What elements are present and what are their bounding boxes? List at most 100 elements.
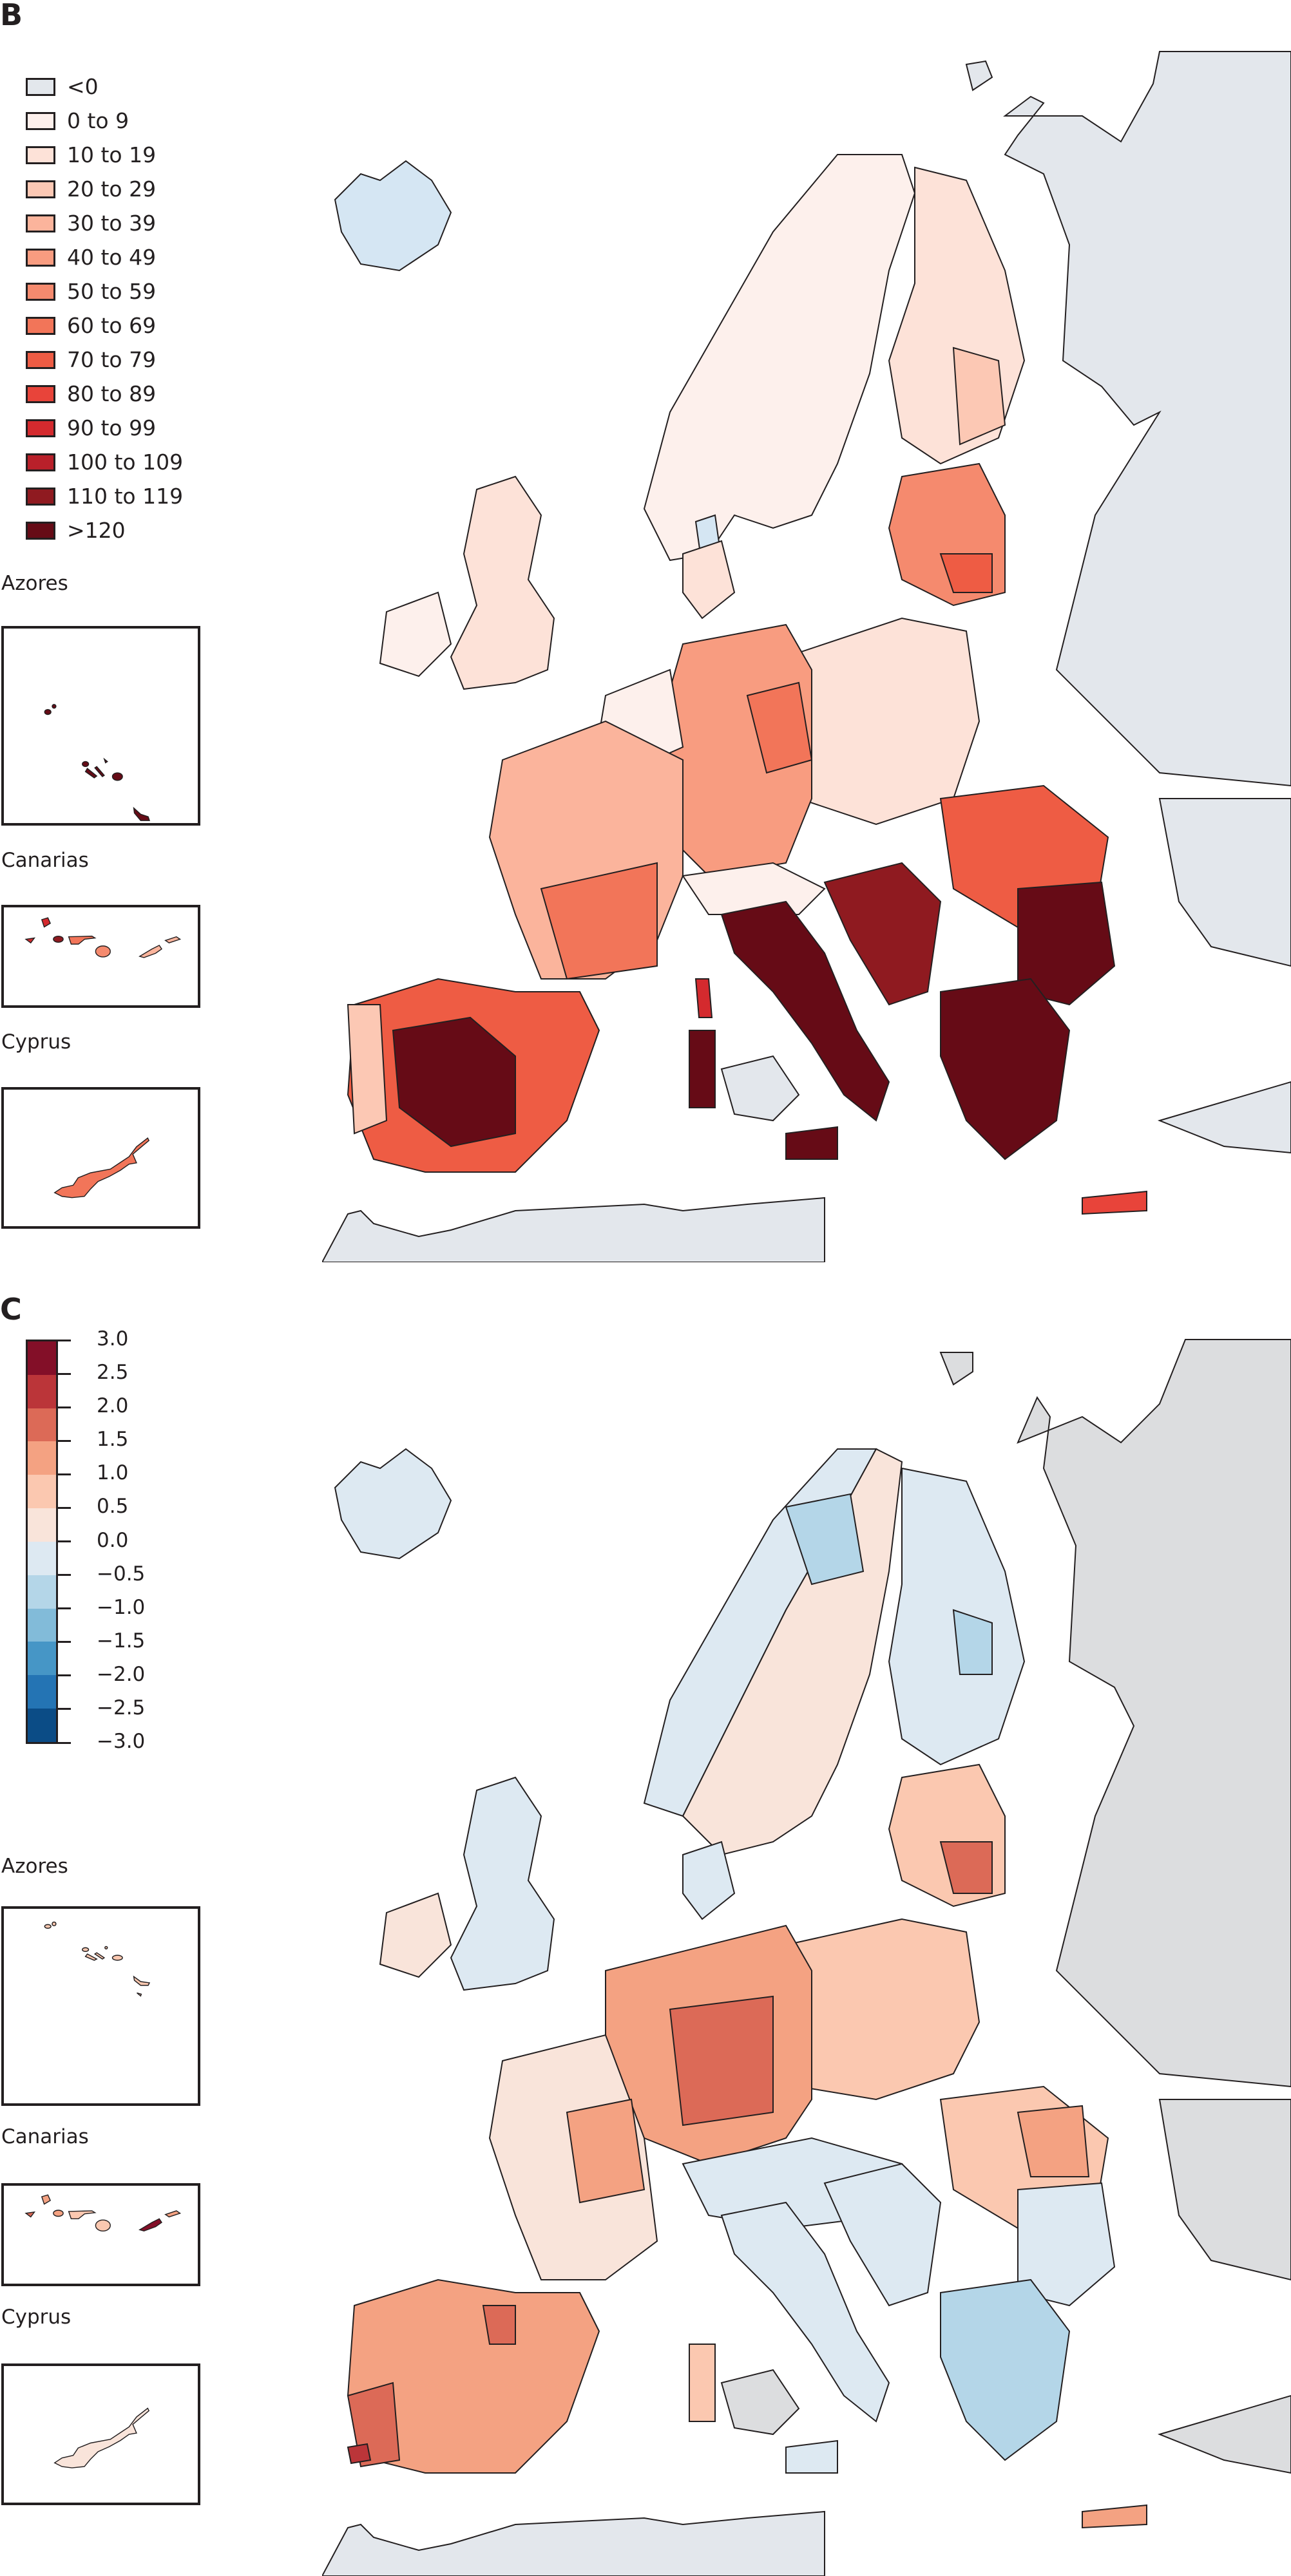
colorbar-tick-mark: [57, 1674, 71, 1677]
colorbar-segment: [28, 1441, 56, 1475]
colorbar-tick-mark: [57, 1540, 71, 1542]
legend-item: 80 to 89: [26, 377, 183, 411]
colorbar-segment: [28, 1709, 56, 1742]
panel-letter-b: B: [0, 0, 23, 32]
inset-cyprus-c: [1, 2363, 200, 2505]
canarias-islands-c: [24, 2194, 182, 2232]
colorbar-tick-label: 1.0: [97, 1461, 129, 1485]
legend-label: 30 to 39: [67, 211, 157, 236]
colorbar-tick-mark: [57, 1439, 71, 1442]
colorbar-tick-mark: [57, 1641, 71, 1643]
legend-swatch: [26, 77, 55, 96]
legend-label: 40 to 49: [67, 245, 157, 270]
colorbar-segment: [28, 1608, 56, 1642]
cyprus-island-b: [53, 1137, 150, 1198]
cyprus-island-c: [53, 2407, 150, 2468]
legend-item: 20 to 29: [26, 172, 183, 206]
europe-choropleth-c: [322, 1339, 1291, 2576]
colorbar-tick-label: 1.5: [97, 1428, 129, 1452]
inset-title-cyprus-b: Cyprus: [1, 1030, 72, 1054]
colorbar-tick-label: −1.5: [97, 1629, 146, 1653]
europe-choropleth-b: [322, 51, 1291, 1262]
colorbar-tick-mark: [57, 1406, 71, 1408]
inset-canarias-c: [1, 2183, 200, 2286]
legend-item: 70 to 79: [26, 343, 183, 377]
colorbar-tick-mark: [57, 1574, 71, 1577]
colorbar-tick-mark: [57, 1741, 71, 1744]
legend-label: 100 to 109: [67, 450, 184, 475]
colorbar-tick-label: 0.0: [97, 1528, 129, 1552]
colorbar-segment: [28, 1408, 56, 1442]
colorbar-segment: [28, 1475, 56, 1509]
colorbar-tick-label: −3.0: [97, 1730, 146, 1753]
inset-title-canarias-c: Canarias: [1, 2125, 89, 2148]
legend-item: 10 to 19: [26, 138, 183, 172]
inset-title-azores-b: Azores: [1, 572, 68, 595]
inset-cyprus-b: [1, 1087, 200, 1229]
map-c: [322, 1327, 1291, 2576]
legend-swatch: [26, 282, 55, 301]
legend-swatch: [26, 214, 55, 232]
legend-label: 60 to 69: [67, 313, 157, 338]
inset-azores-c: [1, 1906, 200, 2106]
legend-swatch: [26, 487, 55, 506]
inset-title-cyprus-c: Cyprus: [1, 2306, 72, 2329]
legend-swatch: [26, 180, 55, 198]
colorbar-tick-label: 2.0: [97, 1394, 129, 1418]
panel-c: C 3.0 2.5 2.0 1.5 1.0 0.5 0.0 −0.5 −1.0 −1.5 −2.0 −…: [0, 1294, 1291, 2576]
legend-label: 0 to 9: [67, 108, 129, 133]
panel-b: B <0 0 to 9 10 to 19 20 to 29 30 to 39 40 to …: [0, 0, 1291, 1262]
colorbar-ticks-c: 3.0 2.5 2.0 1.5 1.0 0.5 0.0 −0.5 −1.0 −1.5 −2.0 −2.…: [57, 1327, 145, 1753]
azores-islands-c: [44, 1921, 151, 1997]
colorbar-segment: [28, 1642, 56, 1676]
map-b: [322, 26, 1291, 1262]
legend-item: 0 to 9: [26, 104, 183, 138]
legend-item: <0: [26, 70, 183, 104]
colorbar-tick-mark: [57, 1506, 71, 1509]
legend-swatch: [26, 248, 55, 267]
legend-b: <0 0 to 9 10 to 19 20 to 29 30 to 39 40 to 49…: [26, 70, 183, 547]
legend-label: <0: [67, 74, 99, 99]
colorbar-segment: [28, 1541, 56, 1575]
legend-swatch: [26, 384, 55, 403]
legend-swatch: [26, 316, 55, 335]
legend-item: 90 to 99: [26, 411, 183, 445]
legend-item: >120: [26, 513, 183, 547]
legend-swatch: [26, 350, 55, 369]
colorbar-segment: [28, 1374, 56, 1408]
legend-item: 110 to 119: [26, 479, 183, 513]
colorbar-tick-mark: [57, 1607, 71, 1610]
legend-label: >120: [67, 518, 126, 543]
legend-label: 90 to 99: [67, 415, 157, 440]
azores-islands-b: [44, 704, 151, 821]
colorbar-segment: [28, 1675, 56, 1709]
legend-swatch: [26, 419, 55, 437]
legend-swatch: [26, 111, 55, 130]
colorbar-segment: [28, 1341, 56, 1375]
panel-letter-c: C: [0, 1292, 22, 1327]
colorbar-tick-label: −2.0: [97, 1662, 146, 1686]
colorbar-tick-label: −2.5: [97, 1696, 146, 1719]
legend-item: 50 to 59: [26, 274, 183, 308]
colorbar-tick-label: −1.0: [97, 1595, 146, 1619]
legend-item: 40 to 49: [26, 240, 183, 274]
legend-swatch: [26, 146, 55, 164]
inset-title-canarias-b: Canarias: [1, 849, 89, 872]
legend-item: 60 to 69: [26, 308, 183, 343]
colorbar-tick-mark: [57, 1372, 71, 1375]
legend-label: 50 to 59: [67, 279, 157, 304]
colorbar-segment: [28, 1508, 56, 1542]
legend-label: 80 to 89: [67, 381, 157, 406]
colorbar-tick-label: 2.5: [97, 1361, 129, 1385]
legend-item: 100 to 109: [26, 445, 183, 479]
colorbar-tick-label: 3.0: [97, 1327, 129, 1350]
legend-label: 10 to 19: [67, 142, 157, 167]
legend-label: 110 to 119: [67, 484, 184, 509]
legend-label: 70 to 79: [67, 347, 157, 372]
legend-swatch: [26, 521, 55, 540]
legend-swatch: [26, 453, 55, 471]
inset-azores-b: [1, 626, 200, 826]
legend-item: 30 to 39: [26, 206, 183, 240]
colorbar-tick-mark: [57, 1473, 71, 1475]
colorbar-segment: [28, 1575, 56, 1609]
